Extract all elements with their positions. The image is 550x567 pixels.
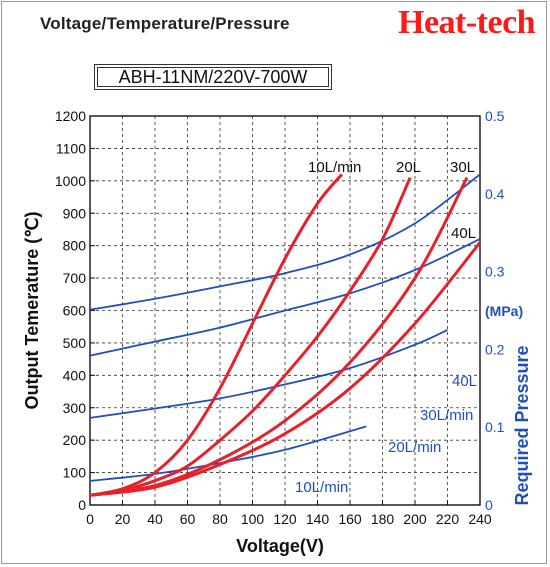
- pressure-series-line: [89, 329, 448, 419]
- x-tick-label: 0: [86, 511, 94, 527]
- temperature-series-label: 20L: [396, 159, 421, 176]
- y-tick-label: 100: [63, 465, 87, 481]
- x-tick-label: 240: [468, 511, 492, 527]
- y-tick-label: 500: [63, 335, 87, 351]
- y2-axis-label: Required Pressure: [512, 345, 532, 505]
- x-tick-label: 180: [371, 511, 395, 527]
- pressure-series-label: 20L/min: [388, 439, 441, 456]
- y2-tick-label: 0.1: [485, 419, 505, 435]
- pressure-series-label: 40L: [452, 373, 477, 390]
- x-tick-label: 100: [241, 511, 265, 527]
- x-tick-label: 220: [436, 511, 460, 527]
- pressure-series-line: [89, 173, 481, 311]
- y-tick-label: 300: [63, 400, 87, 416]
- page-title: Voltage/Temperature/Pressure: [40, 14, 290, 33]
- model-label: ABH-11NM/220V-700W: [97, 67, 329, 87]
- y-tick-label: 900: [63, 205, 87, 221]
- temperature-series-line: [89, 241, 482, 497]
- x-tick-label: 140: [306, 511, 330, 527]
- temperature-series-line: [89, 176, 412, 497]
- pressure-series-label: 10L/min: [295, 479, 348, 496]
- temperature-series-label: 40L: [451, 225, 476, 242]
- y2-tick-label: 0.5: [485, 108, 505, 124]
- x-tick-label: 40: [147, 511, 163, 527]
- pressure-series-line: [89, 238, 481, 357]
- x-tick-label: 200: [403, 511, 427, 527]
- temperature-series-line: [89, 176, 469, 497]
- y-tick-label: 200: [63, 432, 87, 448]
- x-tick-label: 160: [338, 511, 362, 527]
- model-box: ABH-11NM/220V-700W: [94, 64, 332, 90]
- y2-tick-label: 0.2: [485, 341, 505, 357]
- temperature-series-label: 30L: [450, 159, 475, 176]
- x-tick-label: 60: [180, 511, 196, 527]
- x-tick-label: 120: [273, 511, 297, 527]
- pressure-series-label: 30L/min: [420, 407, 473, 424]
- y-tick-label: 400: [63, 367, 87, 383]
- y-tick-label: 1200: [55, 108, 86, 124]
- y-axis-label: Output Temerature (℃): [22, 212, 42, 410]
- y-tick-label: 700: [63, 270, 87, 286]
- x-axis-label: Voltage(V): [236, 536, 324, 556]
- brand-logo: Heat-tech: [398, 4, 536, 41]
- x-tick-label: 20: [115, 511, 131, 527]
- y-tick-label: 1100: [56, 140, 86, 156]
- y-tick-label: 0: [78, 497, 86, 513]
- x-tick-label: 80: [212, 511, 228, 527]
- temperature-series-line: [89, 173, 344, 497]
- y-tick-label: 1000: [55, 173, 86, 189]
- y2-tick-label: 0.3: [485, 264, 505, 280]
- y2-tick-label: 0: [485, 497, 493, 513]
- y2-unit-label: (MPa): [485, 303, 523, 319]
- temperature-series-label: 10L/min: [308, 159, 361, 176]
- y-tick-label: 800: [63, 238, 87, 254]
- y-tick-label: 600: [63, 303, 87, 319]
- y2-tick-label: 0.4: [485, 186, 505, 202]
